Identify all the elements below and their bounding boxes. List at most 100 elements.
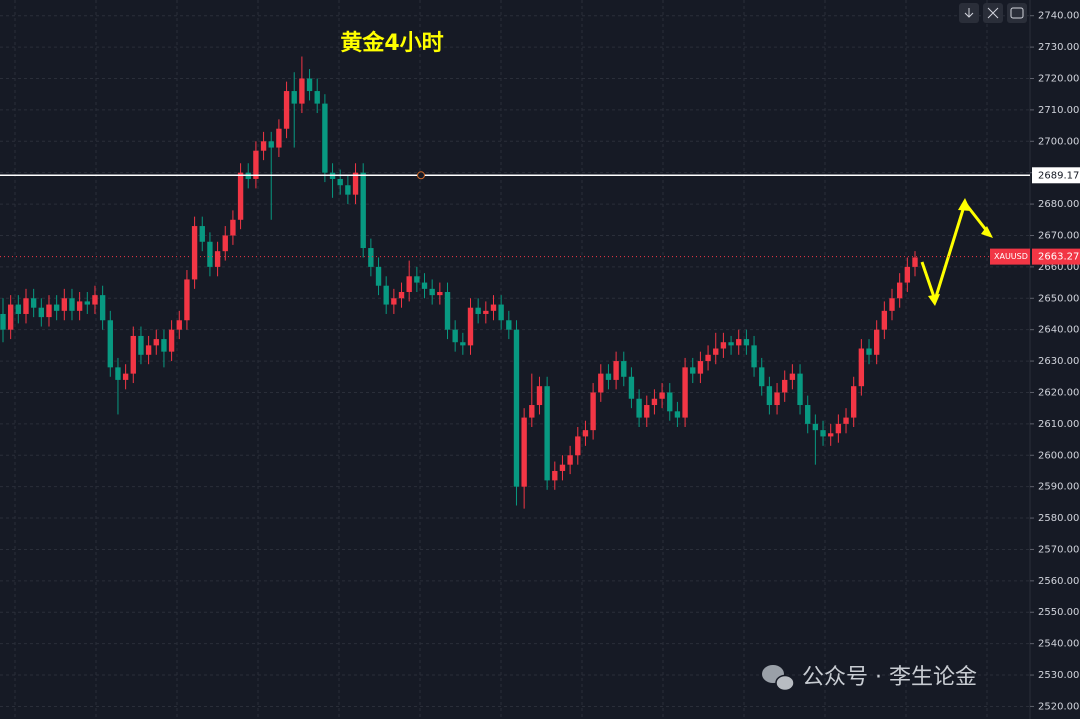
- button-reset[interactable]: [1007, 3, 1027, 23]
- candle-body: [184, 279, 190, 321]
- candle-body: [345, 185, 351, 195]
- y-tick-label: 2560.00: [1038, 576, 1079, 587]
- candle-body: [759, 367, 765, 387]
- icon: [987, 7, 999, 19]
- candle-body: [820, 430, 826, 437]
- candle-body: [429, 288, 435, 296]
- y-tick-label: 2550.00: [1038, 607, 1079, 618]
- y-tick-label: 2710.00: [1038, 105, 1079, 116]
- candle-body: [483, 310, 489, 314]
- y-tick-label: 2600.00: [1038, 450, 1079, 461]
- candle-body: [444, 291, 451, 330]
- candle-body: [168, 329, 175, 352]
- candle-body: [299, 78, 305, 104]
- candle-body: [161, 339, 167, 352]
- candle-body: [92, 295, 98, 305]
- candle-body: [636, 398, 642, 418]
- candle-body: [0, 313, 6, 330]
- candle-body: [69, 298, 75, 311]
- candle-body: [199, 226, 205, 242]
- candle-body: [705, 354, 711, 362]
- candle-body: [391, 298, 397, 305]
- candle-body: [360, 172, 366, 249]
- candle-body: [460, 342, 466, 346]
- candle-body: [766, 386, 773, 406]
- icon: [1010, 7, 1024, 19]
- candle-body: [774, 392, 780, 406]
- icon: [964, 8, 974, 18]
- candle-body: [84, 301, 90, 305]
- candle-body: [590, 392, 596, 431]
- arrowhead: [928, 294, 940, 306]
- candle-body: [276, 128, 282, 148]
- candle-body: [107, 320, 113, 368]
- candle-body: [253, 150, 259, 179]
- y-tick-label: 2680.00: [1038, 199, 1079, 210]
- y-tick-label: 2590.00: [1038, 482, 1079, 493]
- candle-body: [314, 91, 320, 104]
- candle-body: [674, 411, 681, 418]
- candle-body: [498, 304, 504, 321]
- y-tick-label: 2520.00: [1038, 701, 1079, 712]
- candle-body: [628, 376, 635, 399]
- candle-body: [835, 423, 842, 434]
- candle-body: [23, 298, 29, 314]
- candle-body: [15, 304, 22, 314]
- candle-body: [291, 91, 297, 104]
- arrowhead: [958, 198, 971, 211]
- candle-body: [437, 291, 443, 296]
- y-tick-label: 2610.00: [1038, 419, 1079, 430]
- candle-body: [383, 285, 389, 305]
- candle-body: [881, 310, 888, 330]
- candle-body: [452, 329, 458, 343]
- y-tick-label: 2730.00: [1038, 42, 1079, 53]
- candle-body: [207, 241, 213, 267]
- y-tick-label: 2620.00: [1038, 387, 1079, 398]
- wechat-logo: [775, 674, 795, 692]
- candle-body: [521, 417, 527, 487]
- candle-body: [659, 392, 665, 399]
- candle-body: [805, 405, 811, 424]
- y-tick-label: 2640.00: [1038, 325, 1079, 336]
- candle-body: [544, 386, 550, 481]
- y-tick-label: 2720.00: [1038, 73, 1079, 84]
- candle-body: [667, 392, 673, 412]
- candle-body: [138, 335, 144, 355]
- candle-body: [406, 276, 412, 292]
- y-tick-label: 2540.00: [1038, 639, 1079, 650]
- candle-body: [490, 304, 497, 311]
- y-tick-label: 2660.00: [1038, 262, 1079, 273]
- candle-body: [912, 257, 918, 267]
- candle-body: [53, 304, 60, 311]
- candle-body: [368, 248, 374, 267]
- candle-body: [743, 339, 750, 346]
- candle-body: [230, 219, 236, 236]
- candle-body: [268, 141, 274, 148]
- last-price-tag: [1032, 248, 1080, 265]
- candle-body: [76, 301, 83, 311]
- candle-body: [130, 335, 136, 374]
- candle-body: [904, 266, 911, 283]
- candle-body: [398, 291, 405, 299]
- symbol-tag: [990, 248, 1030, 265]
- candle-body: [728, 342, 734, 346]
- candle-body: [513, 329, 520, 487]
- candle-body: [797, 373, 803, 406]
- watermark: 公众号 · 李生论金: [762, 665, 977, 692]
- candle-body: [30, 298, 37, 308]
- y-tick-label: 2650.00: [1038, 293, 1079, 304]
- candle-body: [896, 282, 903, 299]
- y-tick-label: 2740.00: [1038, 11, 1079, 22]
- candle-body: [782, 379, 788, 393]
- y-tick-label: 2670.00: [1038, 230, 1079, 241]
- candle-body: [115, 367, 121, 380]
- symbol-label: XAUUSD: [994, 252, 1028, 261]
- candle-body: [414, 276, 420, 283]
- candle-body: [889, 298, 895, 311]
- candle-body: [237, 172, 244, 220]
- candle-body: [260, 141, 267, 151]
- candle-body: [283, 91, 290, 129]
- last-price-label: 2663.27: [1038, 252, 1079, 263]
- toolbar: [959, 3, 1027, 23]
